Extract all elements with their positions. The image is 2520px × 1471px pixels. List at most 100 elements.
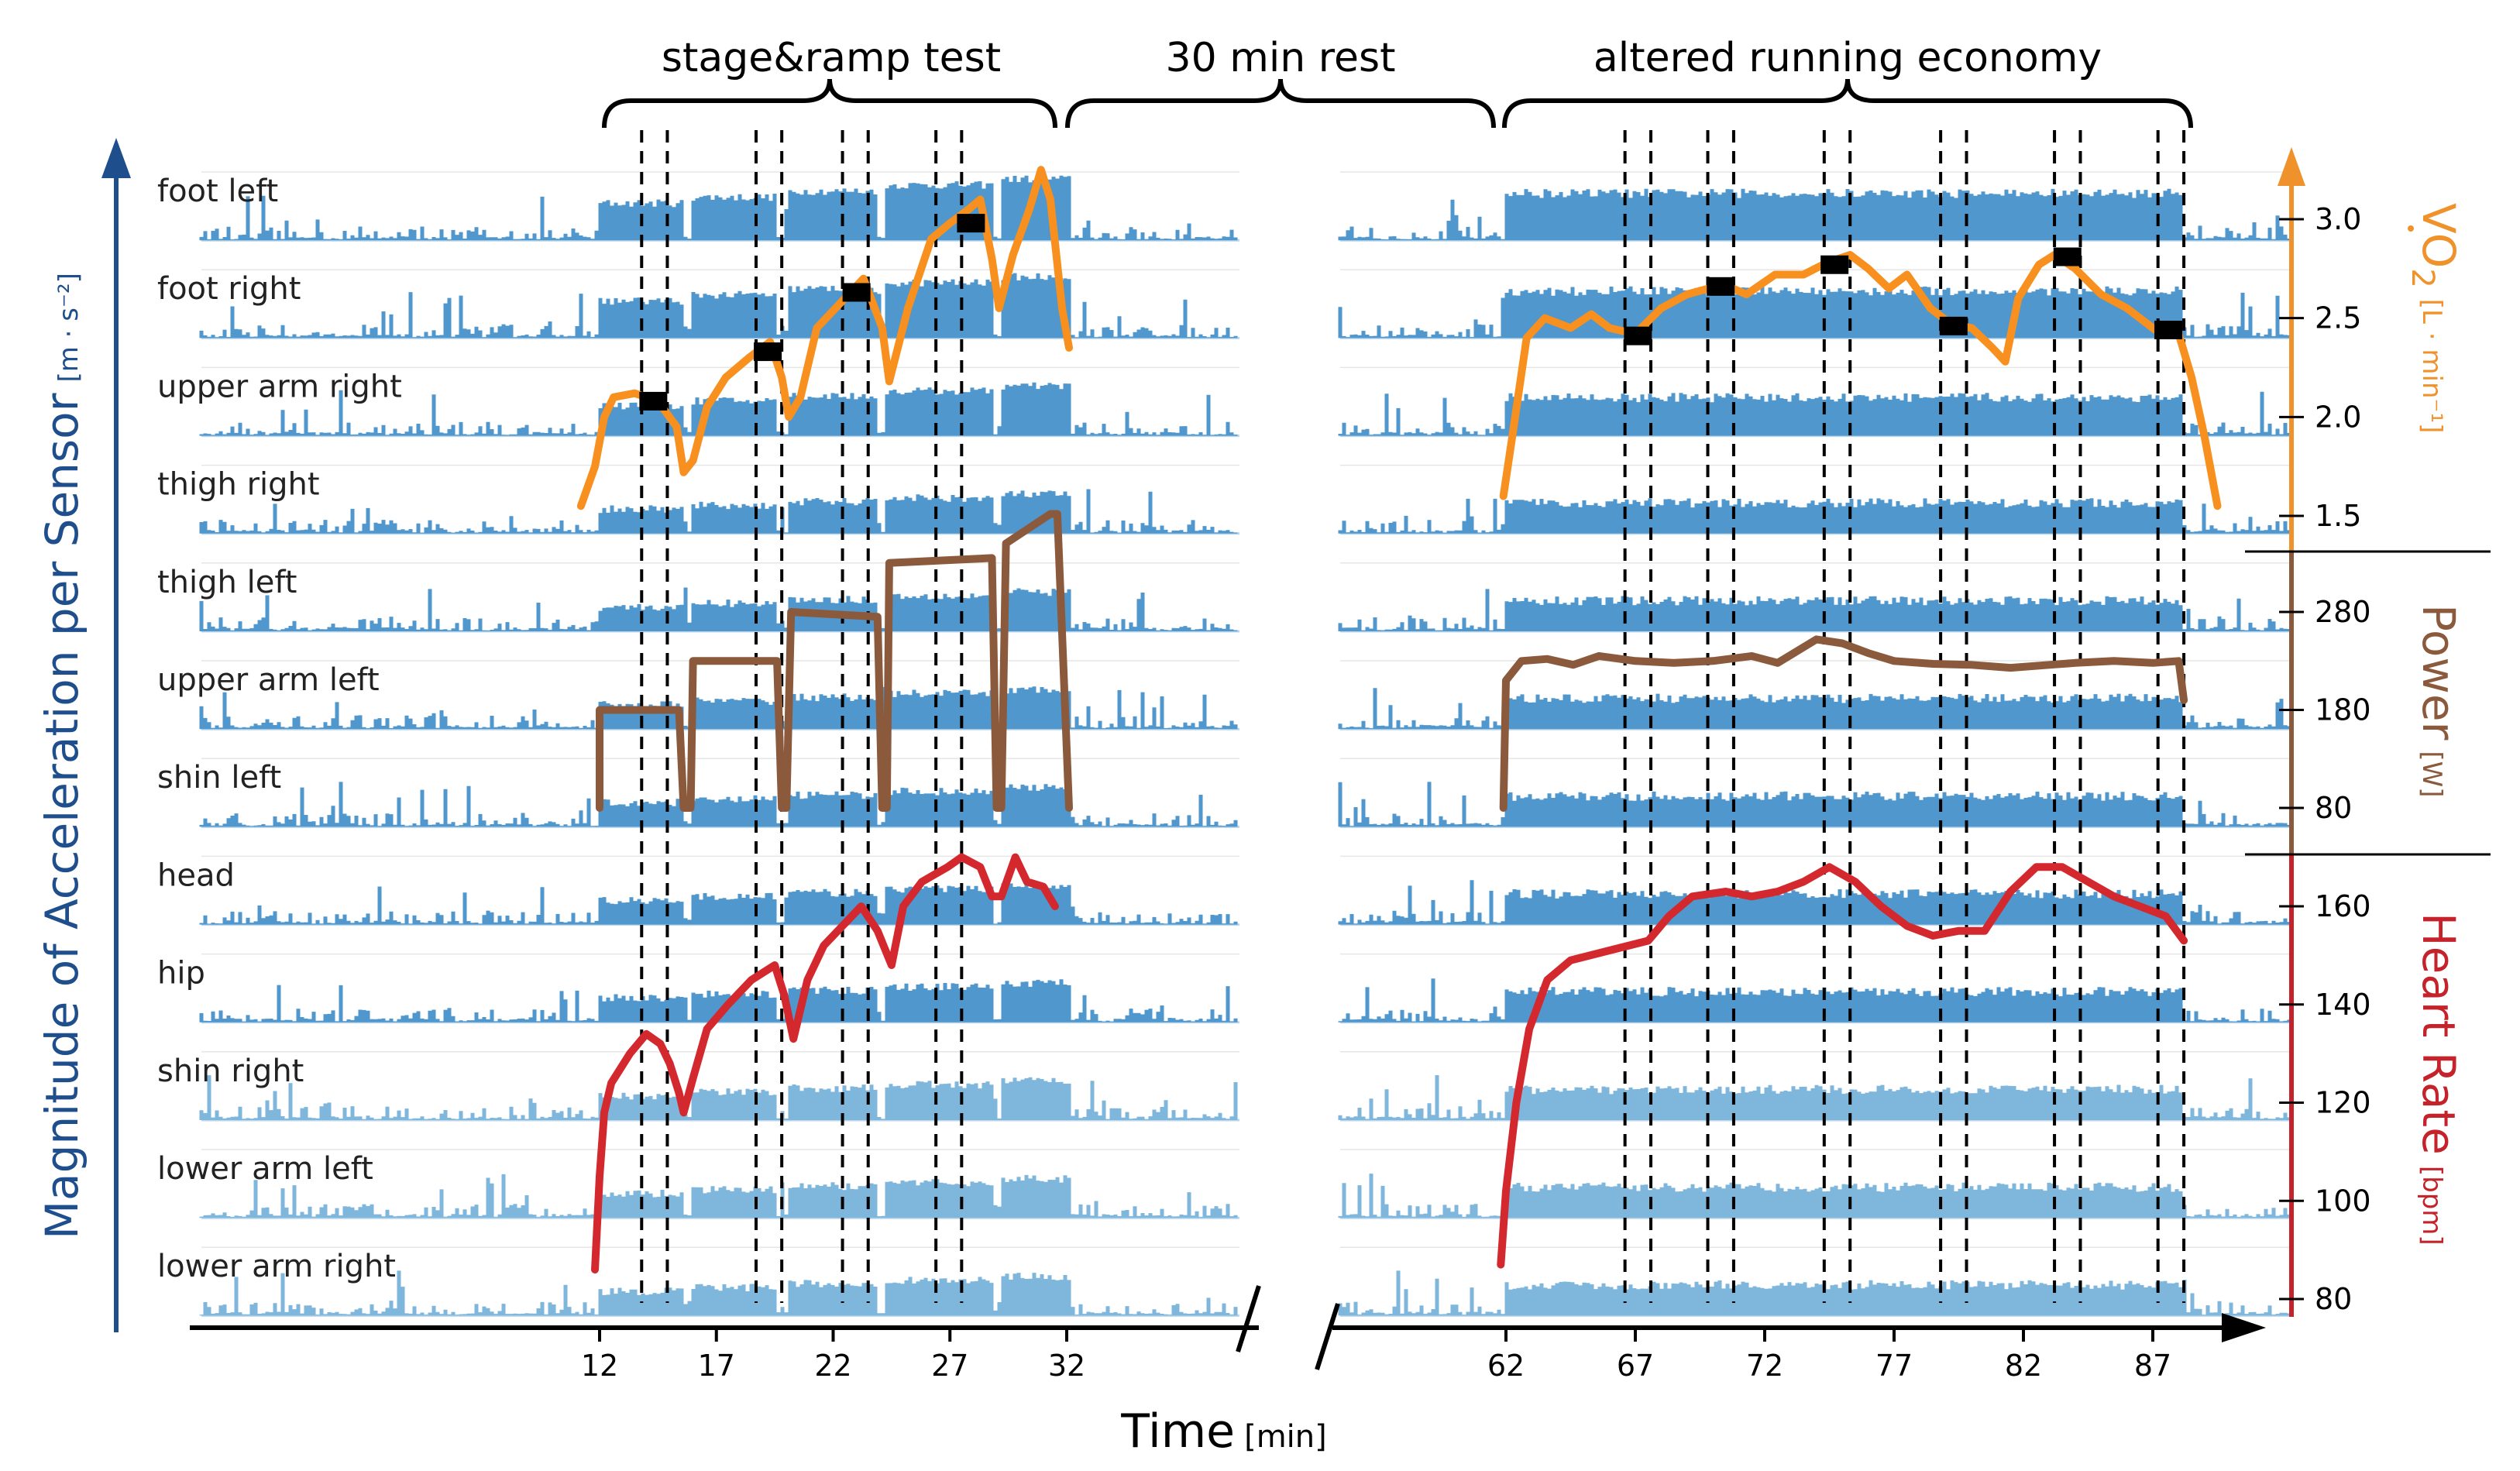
band-right [1338,188,2291,241]
x-axis-title: Time [min] [1120,1404,1326,1459]
hr-title-unit: [bpm] [2416,1166,2447,1246]
vo2-title-sub: 2 [2405,268,2440,287]
vo2-title-main: VO [2412,203,2465,268]
band-left [199,1174,1238,1218]
band-left [199,587,1238,631]
sensor-label-head: head [157,858,235,893]
vo2-tick-label-2: 2.0 [2315,400,2361,434]
chart-text: 12 17 22 27 32 62 67 72 77 82 873.02.52.01.5280180… [36,35,2465,1459]
axis-break-left-icon [1236,1285,1261,1352]
band-left [199,1270,1238,1316]
sensor-label-upper-arm-right: upper arm right [157,369,402,404]
x-title-unit: [min] [1244,1419,1327,1455]
sensor-row-lower-arm-left [199,1149,2293,1219]
series-power-left [596,510,1073,812]
sensor-label-shin-left: shin left [157,760,281,796]
band-left [199,489,1238,534]
axes [101,78,2491,1370]
sensor-row-shin-left [199,758,2293,828]
series-heart-rate-right [1497,863,2188,1269]
sensor-row-upper-arm-left [199,660,2293,730]
band-right [1338,1075,2291,1120]
band-left [199,382,1238,436]
heart-rate-tick-label-120: 120 [2315,1086,2371,1120]
x-tick-label-87: 87 [2134,1349,2171,1383]
sensor-label-upper-arm-left: upper arm left [157,662,380,698]
x-tick-label-12: 12 [581,1349,618,1383]
brace-30-min-rest [1065,78,1496,129]
sensor-row-foot-right [199,269,2293,339]
vo2-axis-arrow-icon [2278,147,2305,186]
x-tick-label-22: 22 [814,1349,851,1383]
vo2-tick-label-2.5: 2.5 [2315,301,2361,335]
vo2-marker-0 [639,391,668,411]
vo2-marker-9 [2154,320,2183,339]
left-axis-arrow-icon [101,138,131,178]
sensor-label-hip: hip [157,956,205,992]
sensor-row-upper-arm-right [199,366,2293,438]
vo2-marker-2 [842,283,871,302]
vo2-marker-7 [1939,316,1968,335]
band-right [1338,1174,2291,1218]
power-axis-title: Power [W] [2412,604,2465,798]
brace-stage-ramp-test [602,78,1057,129]
band-left [199,1075,1238,1120]
band-right [1338,782,2291,827]
power-title-main: Power [2412,604,2465,741]
heart-rate-tick-label-140: 140 [2315,988,2371,1022]
sensor-row-lower-arm-right [199,1246,2293,1317]
vo2-marker-3 [957,214,985,233]
x-tick-label-77: 77 [1875,1349,1913,1383]
sensor-label-thigh-left: thigh left [157,565,297,600]
power-tick-label-280: 280 [2315,595,2371,629]
vo2-title-unit: [L · min⁻¹] [2416,299,2447,434]
sensor-label-foot-right: foot right [157,271,301,307]
phase-label-30-min-rest: 30 min rest [1166,35,1396,81]
sensor-row-thigh-right [199,464,2293,535]
series-vo-right [1499,251,2222,510]
band-right [1338,391,2291,436]
sensor-row-shin-right [199,1051,2293,1122]
band-right [1338,286,2291,339]
sensor-label-thigh-right: thigh right [157,467,320,503]
hr-title-main: Heart Rate [2412,913,2465,1155]
vo2-tick-label-1.5: 1.5 [2315,499,2361,533]
power-tick-label-80: 80 [2315,791,2352,825]
axis-break-right-icon [1315,1303,1340,1370]
time-axis-arrow-icon [2222,1313,2266,1342]
x-tick-label-27: 27 [931,1349,968,1383]
x-tick-label-82: 82 [2005,1349,2042,1383]
vo2-marker-6 [1820,255,1849,274]
band-right [1338,589,2291,631]
sensor-row-hip [199,953,2293,1024]
vo2-marker-4 [1624,326,1652,345]
x-tick-label-67: 67 [1617,1349,1654,1383]
x-tick-label-62: 62 [1487,1349,1525,1383]
sensor-label-lower-arm-right: lower arm right [157,1249,396,1284]
sensor-label-shin-right: shin right [157,1053,304,1089]
brace-altered-running-economy [1502,78,2193,129]
vo2-tick-label-3: 3.0 [2315,202,2361,236]
power-title-unit: [W] [2416,751,2447,797]
phase-label-altered-running-economy: altered running economy [1593,35,2102,81]
x-tick-label-32: 32 [1048,1349,1085,1383]
vo2-axis-title: VO2 [L · min⁻¹] [2405,203,2465,433]
series-vo-left [576,166,1073,510]
heart-rate-axis-title: Heart Rate [bpm] [2412,913,2465,1246]
band-left [199,273,1238,339]
vo2-marker-8 [2053,247,2082,266]
x-title-main: Time [1120,1404,1235,1459]
left-title-main: Magnitude of Acceleration per Sensor [36,393,88,1239]
sensor-row-head [199,855,2293,926]
sensor-row-thigh-left [199,562,2293,633]
band-right [1338,880,2291,925]
band-right [1338,688,2291,730]
band-left [199,883,1238,925]
x-tick-label-17: 17 [698,1349,735,1383]
series-lines [576,166,2222,1273]
band-left [199,979,1238,1022]
band-right [1338,498,2291,534]
vo2-marker-5 [1707,277,1735,296]
series-power-right [1499,635,2188,812]
